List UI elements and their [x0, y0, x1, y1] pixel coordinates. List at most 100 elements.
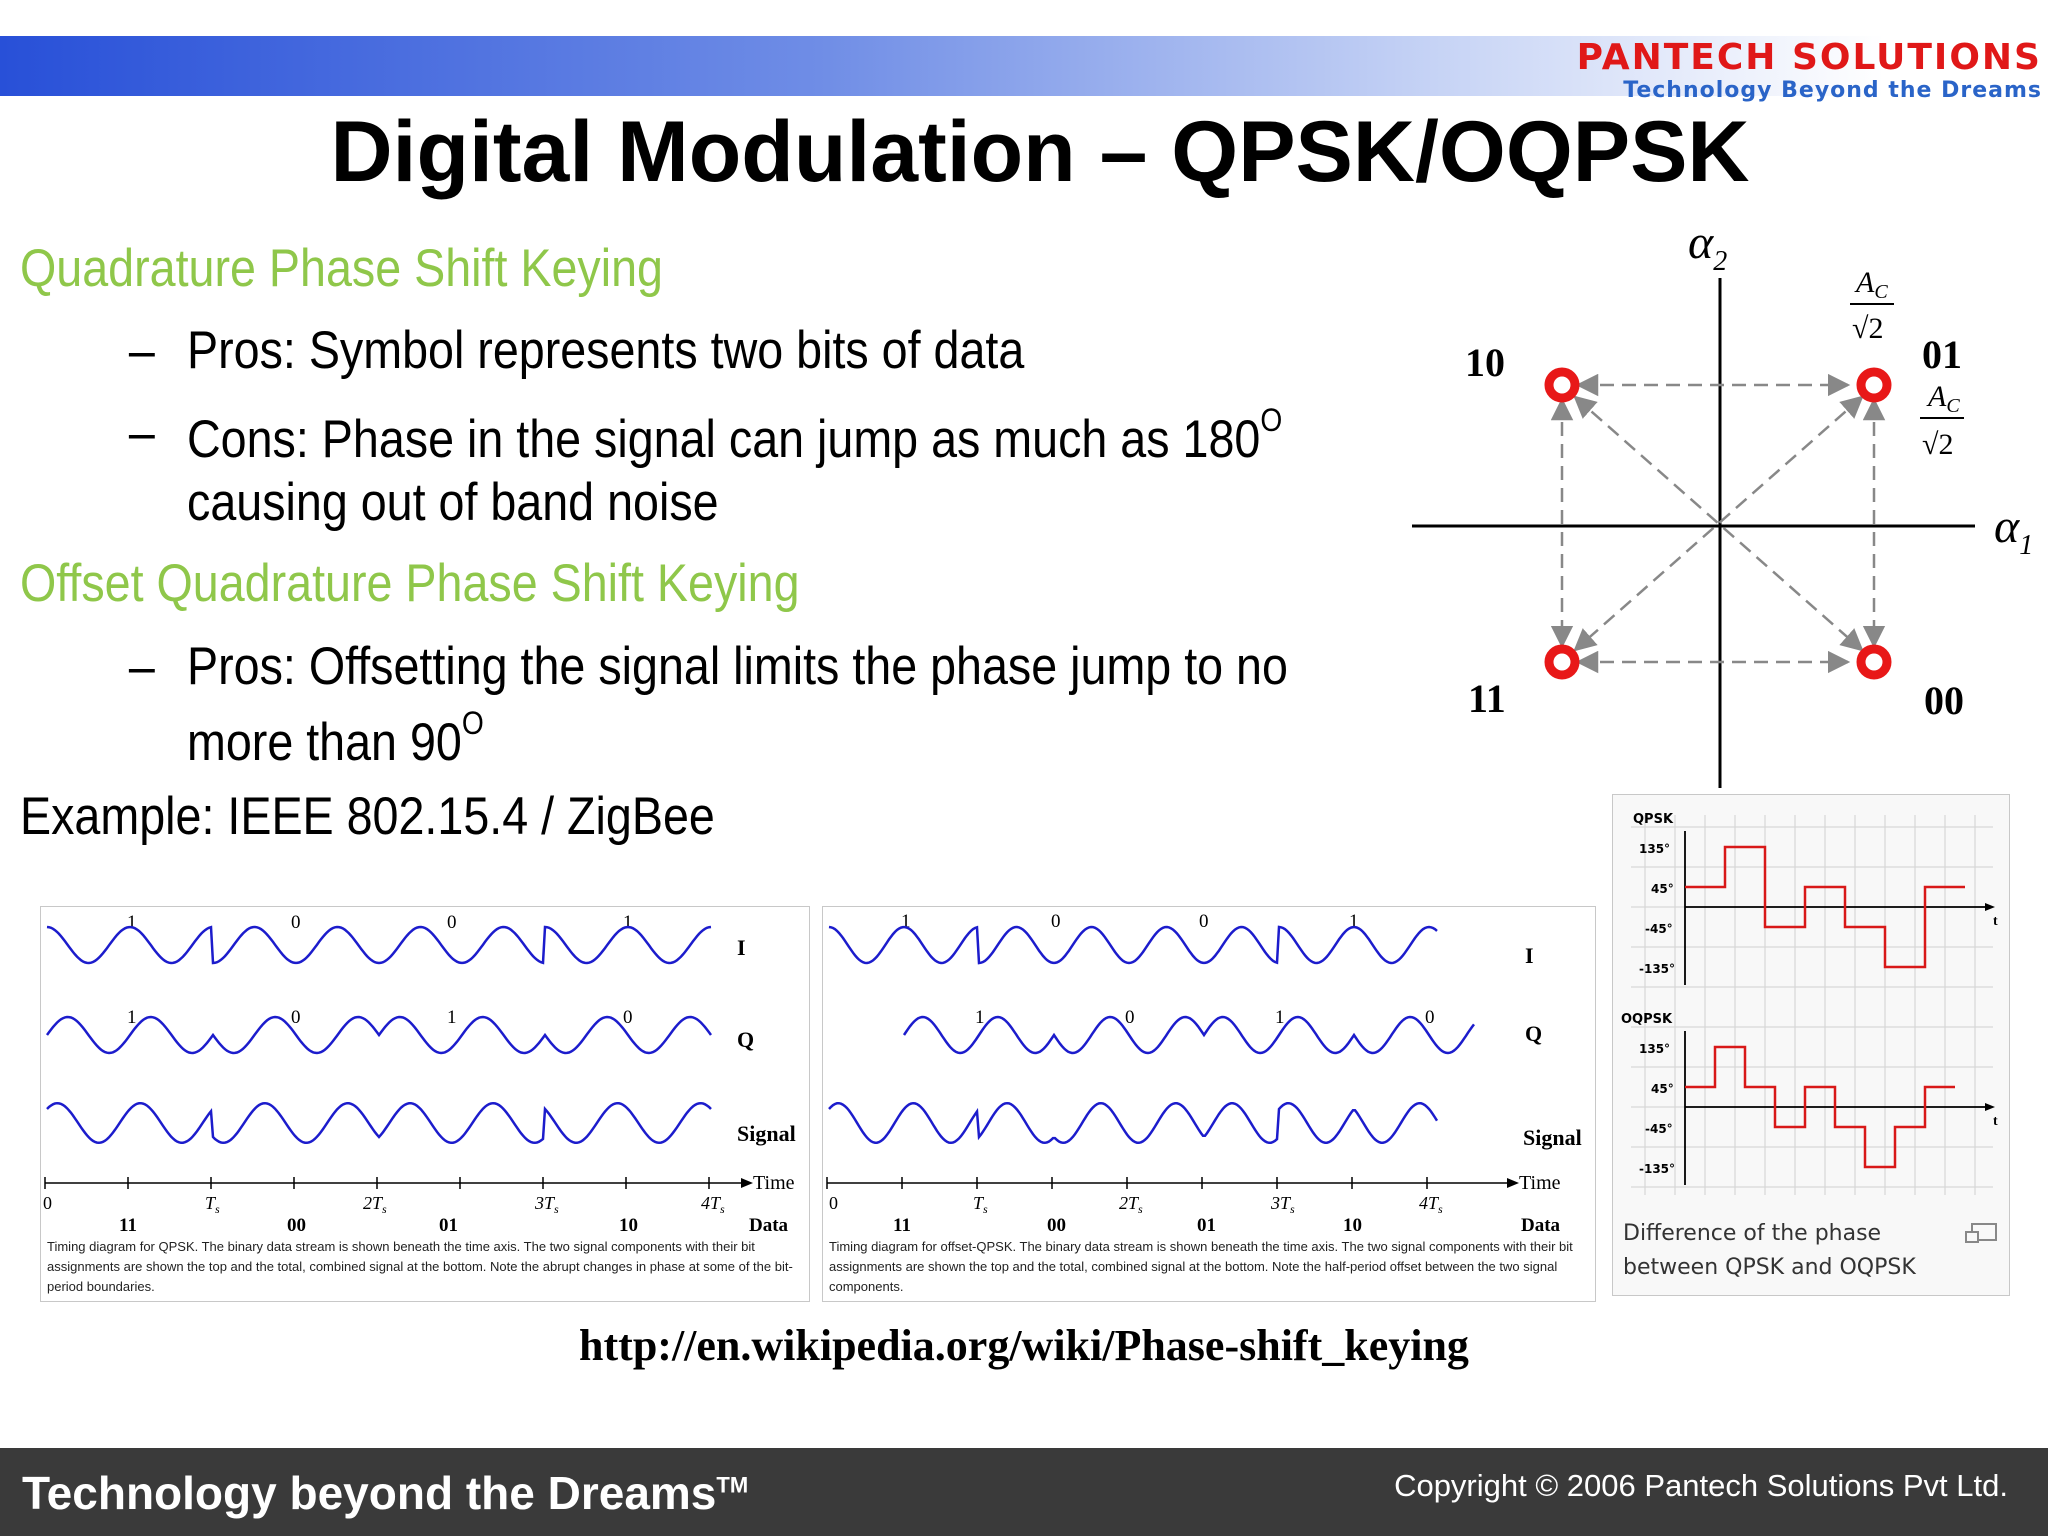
- qpsk-cons: – Cons: Phase in the signal can jump as …: [129, 402, 1283, 470]
- degree-superscript: O: [461, 705, 484, 741]
- oqpsk-timing-panel: 1 0 0 1 1 0 1 0 I Q Signal Time 0 Ts 2Ts…: [822, 906, 1596, 1302]
- q-bit: 0: [291, 1007, 301, 1028]
- tick-label: 0: [829, 1193, 838, 1213]
- i-bit: 0: [1199, 911, 1209, 932]
- q-bit: 1: [447, 1007, 457, 1028]
- row-label-i: I: [737, 935, 746, 960]
- heading-qpsk: Quadrature Phase Shift Keying: [20, 239, 663, 298]
- q-bit: 1: [127, 1007, 137, 1028]
- signal-waveform: [828, 1101, 1439, 1145]
- bullet-dash: –: [128, 637, 155, 696]
- tick-label: Ts: [205, 1193, 220, 1216]
- symbol-label: 10: [1343, 1215, 1362, 1236]
- tick-label: 4Ts: [1419, 1193, 1443, 1216]
- company-tagline: Technology Beyond the Dreams: [1623, 78, 2042, 103]
- tick-label: 2Ts: [363, 1193, 387, 1216]
- grid: [1631, 815, 1993, 1195]
- qpsk-label: QPSK: [1633, 812, 1674, 827]
- tick-label: 2Ts: [1119, 1193, 1143, 1216]
- row-label-signal: Signal: [737, 1121, 796, 1146]
- amplitude-label-right: AC √2: [1920, 380, 1964, 461]
- label-00: 00: [1924, 678, 1964, 723]
- header-gradient-bar: [0, 36, 2048, 96]
- degree-superscript: O: [1260, 402, 1283, 438]
- oqpsk-phase-trace: [1685, 1045, 1955, 1169]
- qpsk-level-labels: 135° 45° -45° -135°: [1639, 842, 1675, 976]
- symbol-label: 11: [893, 1215, 911, 1236]
- svg-text:AC: AC: [1926, 380, 1960, 417]
- axis-x-label: α1: [1994, 500, 2033, 561]
- svg-text:-135°: -135°: [1639, 1162, 1675, 1176]
- q-bit: 0: [623, 1007, 633, 1028]
- qpsk-pros-text: Pros: Symbol represents two bits of data: [187, 321, 1025, 380]
- t-label: t: [1993, 1114, 1998, 1129]
- i-waveform: [46, 925, 712, 965]
- point-01: [1856, 367, 1892, 403]
- bullet-dash: –: [128, 403, 155, 462]
- slide-title: Digital Modulation – QPSK/OQPSK: [330, 104, 1750, 200]
- row-label-i: I: [1525, 943, 1534, 968]
- tick-label: 3Ts: [534, 1193, 559, 1216]
- oqpsk-label: OQPSK: [1621, 1012, 1673, 1027]
- svg-text:-45°: -45°: [1645, 922, 1673, 936]
- enlarge-icon[interactable]: [1965, 1223, 1997, 1243]
- time-label: Time: [753, 1172, 795, 1194]
- example-text: Example: IEEE 802.15.4 / ZigBee: [20, 787, 715, 846]
- signal-waveform: [46, 1101, 712, 1145]
- time-ticks: [44, 1177, 710, 1189]
- symbol-label: 00: [1047, 1215, 1066, 1236]
- qpsk-cons-text: Cons: Phase in the signal can jump as mu…: [187, 410, 1261, 469]
- svg-text:√2: √2: [1852, 312, 1883, 345]
- qpsk-phase-trace: [1685, 845, 1965, 969]
- i-bit: 0: [291, 912, 301, 933]
- constellation-diagram: 10 01 11 00 α2 α1 AC √2 AC √2: [1412, 220, 2033, 788]
- i-bit: 1: [623, 912, 633, 933]
- q-bit: 0: [1125, 1007, 1135, 1028]
- footer-slogan: Technology beyond the DreamsTM: [22, 1467, 749, 1519]
- qpsk-pros: – Pros: Symbol represents two bits of da…: [129, 320, 1025, 381]
- phase-difference-panel: QPSK OQPSK 135° 45° -45° -135° 135° 45° …: [1612, 794, 2010, 1296]
- source-url[interactable]: http://en.wikipedia.org/wiki/Phase-shift…: [579, 1321, 1469, 1370]
- footer-copyright: Copyright © 2006 Pantech Solutions Pvt L…: [1394, 1468, 2008, 1503]
- svg-text:135°: 135°: [1639, 842, 1670, 856]
- q-bit: 1: [975, 1007, 985, 1028]
- qpsk-timing-diagram: 1 0 0 1 1 0 1 0 I Q Signal Time 0 Ts 2Ts…: [43, 912, 796, 1236]
- oqpsk-timing-diagram: 1 0 0 1 1 0 1 0 I Q Signal Time 0 Ts 2Ts…: [826, 911, 1582, 1236]
- q-waveform: [45, 1015, 713, 1055]
- i-bit: 0: [1051, 911, 1061, 932]
- time-label: Time: [1519, 1172, 1561, 1194]
- company-name: PANTECH SOLUTIONS: [1576, 37, 2042, 78]
- label-10: 10: [1465, 340, 1505, 385]
- constellation-points: [1544, 367, 1892, 680]
- phase-caption: Difference of the phase between QPSK and…: [1623, 1221, 1916, 1280]
- footer: Technology beyond the DreamsTM Copyright…: [0, 1448, 2048, 1536]
- symbol-label: 00: [287, 1215, 306, 1236]
- qpsk-cons-line2: causing out of band noise: [187, 473, 719, 532]
- q-bit: 0: [1425, 1007, 1435, 1028]
- tick-label: 3Ts: [1270, 1193, 1295, 1216]
- time-ticks: [826, 1177, 1428, 1189]
- transition-arrows: [1550, 373, 1886, 674]
- bullet-dash: –: [128, 321, 155, 380]
- heading-oqpsk: Offset Quadrature Phase Shift Keying: [20, 554, 800, 613]
- oqpsk-level-labels: 135° 45° -45° -135°: [1639, 1042, 1675, 1176]
- row-label-q: Q: [1525, 1021, 1542, 1046]
- oqpsk-pros: – Pros: Offsetting the signal limits the…: [129, 636, 1288, 697]
- q-waveform: [902, 1015, 1475, 1055]
- i-bit: 1: [1349, 911, 1359, 932]
- symbol-label: 01: [1197, 1215, 1216, 1236]
- point-10: [1544, 367, 1580, 403]
- tick-label: 4Ts: [701, 1193, 725, 1216]
- axis-y-label: α2: [1688, 220, 1727, 277]
- data-label: Data: [1521, 1215, 1561, 1236]
- symbol-label: 10: [619, 1215, 638, 1236]
- phase-difference-diagram: QPSK OQPSK 135° 45° -45° -135° 135° 45° …: [1621, 812, 1998, 1195]
- tick-label: Ts: [973, 1193, 988, 1216]
- qpsk-caption: Timing diagram for QPSK. The binary data…: [47, 1239, 793, 1294]
- symbol-label: 01: [439, 1215, 458, 1236]
- svg-text:45°: 45°: [1651, 1082, 1674, 1096]
- tick-label: 0: [43, 1193, 52, 1213]
- oqpsk-pros-text: Pros: Offsetting the signal limits the p…: [187, 637, 1288, 696]
- point-11: [1544, 644, 1580, 680]
- data-label: Data: [749, 1215, 789, 1236]
